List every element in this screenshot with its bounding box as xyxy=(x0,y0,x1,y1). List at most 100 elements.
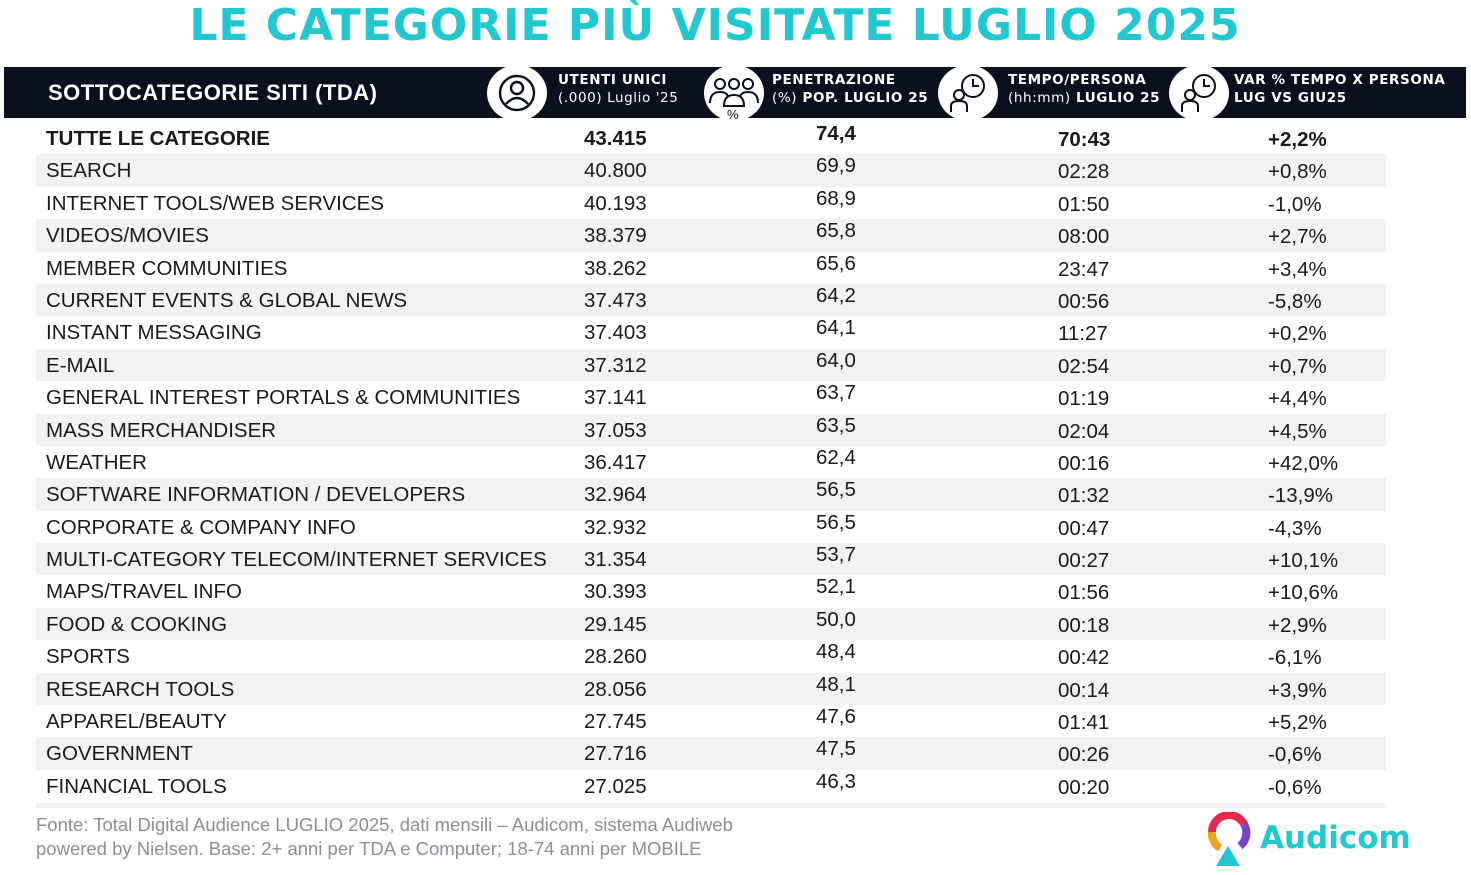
category-name: SEARCH xyxy=(46,159,132,183)
time-per-person-value: 00:27 xyxy=(1058,549,1110,573)
category-name: MEMBER COMMUNITIES xyxy=(46,256,288,280)
unique-users-value: 31.354 xyxy=(584,548,647,572)
unique-users-value: 29.145 xyxy=(584,612,647,636)
unique-users-value: 37.403 xyxy=(584,321,647,345)
time-variation-value: +0,8% xyxy=(1268,160,1327,184)
time-variation-value: +4,4% xyxy=(1268,387,1327,411)
unique-users-value: 30.393 xyxy=(584,580,647,604)
unique-users-value: 37.473 xyxy=(584,288,647,312)
table-row: RESEARCH TOOLS 28.056 48,1 00:14 +3,9% xyxy=(36,672,1386,706)
time-variation-value: -5,8% xyxy=(1268,289,1322,313)
time-variation-value: +3,9% xyxy=(1268,678,1327,702)
time-per-person-value: 02:04 xyxy=(1058,419,1110,443)
penetration-value: 48,1 xyxy=(816,672,856,696)
time-per-person-value: 00:16 xyxy=(1058,451,1110,475)
table-row: GOVERNMENT 27.716 47,5 00:26 -0,6% xyxy=(36,737,1386,770)
category-name: CURRENT EVENTS & GLOBAL NEWS xyxy=(46,288,408,312)
penetration-value: 64,2 xyxy=(816,283,856,307)
person-clock-icon xyxy=(1169,65,1229,121)
category-name: WEATHER xyxy=(46,450,147,474)
unique-users-value: 27.716 xyxy=(584,742,647,766)
time-per-person-value: 23:47 xyxy=(1058,257,1110,281)
time-per-person-value: 00:20 xyxy=(1058,775,1110,799)
category-name: MASS MERCHANDISER xyxy=(46,418,277,442)
unique-users-value: 32.964 xyxy=(584,483,647,507)
category-name: TUTTE LE CATEGORIE xyxy=(46,127,270,150)
time-variation-value: -6,1% xyxy=(1268,646,1322,670)
penetration-value: 47,6 xyxy=(816,705,856,729)
time-variation-value: +42,0% xyxy=(1268,451,1339,475)
time-variation-value: +2,7% xyxy=(1268,225,1327,249)
category-name: CORPORATE & COMPANY INFO xyxy=(46,515,356,539)
category-name: INTERNET TOOLS/WEB SERVICES xyxy=(46,191,384,215)
penetration-value: 56,5 xyxy=(816,510,856,534)
time-variation-value: -13,9% xyxy=(1268,484,1333,508)
time-variation-value: +2,9% xyxy=(1268,613,1327,637)
category-name: MAPS/TRAVEL INFO xyxy=(46,580,242,604)
category-name: SPORTS xyxy=(46,645,130,669)
time-per-person-value: 01:19 xyxy=(1058,387,1110,411)
audicom-logo-icon xyxy=(1207,811,1251,866)
table-row: APPAREL/BEAUTY 27.745 47,6 01:41 +5,2% xyxy=(36,705,1386,737)
penetration-value: 52,1 xyxy=(816,575,856,599)
time-per-person-value: 70:43 xyxy=(1058,128,1111,151)
table-row: SPORTS 28.260 48,4 00:42 -6,1% xyxy=(36,640,1386,672)
category-name: GENERAL INTEREST PORTALS & COMMUNITIES xyxy=(46,386,521,410)
table-row: MEMBER COMMUNITIES 38.262 65,6 23:47 +3,4% xyxy=(36,252,1386,284)
penetration-value: 56,5 xyxy=(816,478,856,502)
table-row-total: TUTTE LE CATEGORIE 43.415 74,4 70:43 +2,2% xyxy=(36,122,1386,154)
table-bottom-divider xyxy=(36,803,1386,808)
header-penetration: PENETRAZIONE (%) POP. LUGLIO 25 xyxy=(772,72,929,106)
table-row: CURRENT EVENTS & GLOBAL NEWS 37.473 64,2 00… xyxy=(36,283,1386,317)
page-title: LE CATEGORIE PIÙ VISITATE LUGLIO 2025 xyxy=(189,0,1241,51)
person-clock-icon xyxy=(938,65,998,121)
time-variation-value: +0,7% xyxy=(1268,354,1327,378)
unique-users-value: 40.193 xyxy=(584,191,647,215)
category-name: INSTANT MESSAGING xyxy=(46,321,262,345)
category-name: RESEARCH TOOLS xyxy=(46,677,235,701)
unique-users-value: 28.260 xyxy=(584,645,647,669)
penetration-value: 62,4 xyxy=(816,445,856,469)
unique-users-value: 36.417 xyxy=(584,450,647,474)
category-name: E-MAIL xyxy=(46,353,115,377)
time-per-person-value: 00:18 xyxy=(1058,613,1110,637)
penetration-value: 63,5 xyxy=(816,413,856,437)
penetration-value: 50,0 xyxy=(816,607,856,631)
penetration-value: 65,6 xyxy=(816,251,856,275)
category-name: SOFTWARE INFORMATION / DEVELOPERS xyxy=(46,483,466,507)
time-variation-value: +10,1% xyxy=(1268,549,1339,573)
unique-users-value: 37.312 xyxy=(584,353,647,377)
time-per-person-value: 01:56 xyxy=(1058,581,1110,605)
unique-users-value: 38.379 xyxy=(584,224,647,248)
time-variation-value: -1,0% xyxy=(1268,192,1322,216)
time-variation-value: +10,6% xyxy=(1268,581,1339,605)
header-unique-users: UTENTI UNICI (.000) Luglio '25 xyxy=(558,72,679,106)
penetration-value: 53,7 xyxy=(816,543,856,567)
table-row: SEARCH 40.800 69,9 02:28 +0,8% xyxy=(36,154,1386,187)
table-body: TUTTE LE CATEGORIE 43.415 74,4 70:43 +2,2% SE… xyxy=(36,122,1386,802)
unique-users-value: 27.025 xyxy=(584,774,647,798)
header-time-per-person: TEMPO/PERSONA (hh:mm) LUGLIO 25 xyxy=(1008,72,1161,106)
time-variation-value: -4,3% xyxy=(1268,516,1322,540)
table-row: E-MAIL 37.312 64,0 02:54 +0,7% xyxy=(36,348,1386,382)
percent-label: % xyxy=(727,107,739,122)
time-per-person-value: 02:28 xyxy=(1058,160,1110,184)
category-name: FINANCIAL TOOLS xyxy=(46,774,227,798)
time-per-person-value: 01:50 xyxy=(1058,192,1110,216)
time-per-person-value: 00:26 xyxy=(1058,743,1110,767)
table-row: FINANCIAL TOOLS 27.025 46,3 00:20 -0,6% xyxy=(36,770,1386,802)
unique-users-value: 32.932 xyxy=(584,515,647,539)
time-variation-value: -0,6% xyxy=(1268,743,1322,767)
penetration-value: 46,3 xyxy=(816,769,856,793)
unique-users-value: 27.745 xyxy=(584,710,647,734)
time-variation-value: +0,2% xyxy=(1268,322,1327,346)
time-per-person-value: 02:54 xyxy=(1058,354,1110,378)
source-note: Fonte: Total Digital Audience LUGLIO 202… xyxy=(36,814,733,859)
unique-users-value: 38.262 xyxy=(584,256,647,280)
penetration-value: 64,1 xyxy=(816,316,856,340)
table-row: INSTANT MESSAGING 37.403 64,1 11:27 +0,2% xyxy=(36,316,1386,348)
table-row: FOOD & COOKING 29.145 50,0 00:18 +2,9% xyxy=(36,607,1386,641)
logo-text: Audicom xyxy=(1260,820,1411,856)
time-variation-value: +5,2% xyxy=(1268,711,1327,735)
table-row: MAPS/TRAVEL INFO 30.393 52,1 01:56 +10,6% xyxy=(36,575,1386,607)
